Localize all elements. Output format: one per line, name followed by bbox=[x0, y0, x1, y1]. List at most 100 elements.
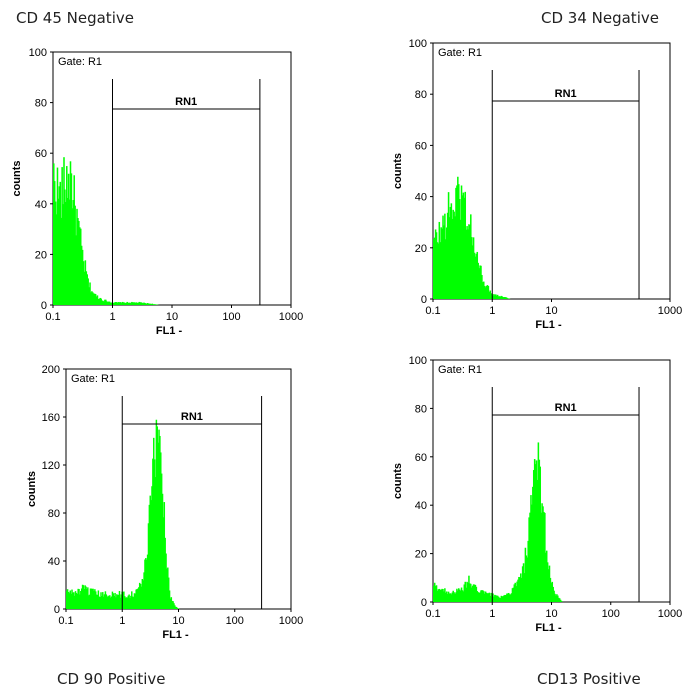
histogram-bar bbox=[88, 594, 91, 609]
histogram-bar bbox=[172, 601, 174, 609]
histogram-bar bbox=[496, 595, 499, 602]
histogram-bar bbox=[109, 597, 112, 609]
histogram-bar bbox=[500, 595, 503, 602]
histogram-bar bbox=[148, 303, 151, 305]
histogram-bar bbox=[485, 285, 488, 299]
histogram-bar bbox=[111, 591, 114, 609]
histogram-bar bbox=[547, 569, 550, 602]
histogram-bar bbox=[154, 304, 156, 305]
histogram-bar bbox=[81, 249, 84, 305]
histogram-bar bbox=[516, 581, 518, 602]
histogram-bar bbox=[489, 290, 491, 299]
histogram-bar bbox=[95, 594, 98, 609]
y-tick-label: 100 bbox=[409, 38, 427, 50]
histogram-bar bbox=[445, 239, 447, 299]
histogram-bar bbox=[462, 192, 465, 299]
histogram-bar bbox=[476, 251, 479, 299]
histogram-bar bbox=[449, 593, 452, 602]
histogram-bar bbox=[70, 173, 73, 305]
histogram-bar bbox=[552, 586, 554, 602]
histogram-bar bbox=[517, 579, 519, 602]
histogram-bar bbox=[58, 186, 61, 305]
histogram-bar bbox=[463, 584, 466, 602]
histogram-bar bbox=[159, 435, 161, 609]
histogram-bar bbox=[469, 583, 471, 602]
histogram-bar bbox=[541, 503, 543, 602]
histogram-bar bbox=[507, 593, 509, 602]
histogram-bar bbox=[165, 553, 167, 609]
histogram-bar bbox=[101, 596, 103, 609]
histogram-bar bbox=[139, 583, 142, 609]
histogram-bar bbox=[433, 237, 436, 299]
histogram-bar bbox=[143, 572, 145, 609]
histogram-bar bbox=[514, 582, 516, 602]
histogram-bar bbox=[496, 294, 499, 299]
histogram-bar bbox=[171, 600, 173, 609]
histogram-bar bbox=[465, 229, 467, 299]
histogram-bar bbox=[441, 228, 443, 299]
histogram-bar bbox=[466, 226, 468, 299]
histogram-bar bbox=[478, 592, 480, 602]
histogram-bar bbox=[160, 452, 162, 609]
histogram-bar bbox=[98, 298, 101, 305]
histogram-bar bbox=[480, 590, 482, 602]
histogram-bar bbox=[433, 238, 435, 299]
histogram-bar bbox=[110, 302, 113, 305]
histogram-bar bbox=[452, 209, 454, 299]
histogram-bar bbox=[112, 302, 115, 305]
y-tick-label: 80 bbox=[415, 89, 427, 101]
marker-label: RN1 bbox=[175, 96, 197, 108]
histogram-bar bbox=[107, 595, 109, 609]
histogram-bar bbox=[524, 547, 527, 602]
y-tick-label: 80 bbox=[35, 98, 47, 110]
histogram-bar bbox=[481, 275, 483, 299]
histogram-bar bbox=[492, 593, 494, 602]
histogram-bar bbox=[464, 581, 467, 602]
histogram-bar bbox=[497, 296, 500, 299]
histogram-bar bbox=[504, 297, 506, 299]
histogram-bar bbox=[144, 559, 146, 609]
histogram-bar bbox=[468, 224, 470, 299]
histogram-bar bbox=[532, 470, 535, 602]
histogram-bar bbox=[131, 591, 133, 609]
histogram-bar bbox=[465, 587, 467, 602]
x-tick-label: 1000 bbox=[658, 608, 682, 620]
histogram-bar bbox=[456, 185, 458, 299]
histogram-bar bbox=[510, 593, 513, 602]
histogram-bar bbox=[107, 301, 110, 305]
histogram-bar bbox=[110, 596, 113, 609]
x-tick-label: 100 bbox=[226, 615, 244, 627]
histogram-bar bbox=[119, 302, 122, 305]
histogram-bar bbox=[499, 598, 502, 602]
histogram-bar bbox=[481, 590, 483, 602]
histogram-bar bbox=[137, 302, 140, 305]
histogram-bar bbox=[167, 577, 170, 609]
histogram-bar bbox=[116, 302, 118, 305]
histogram-bar bbox=[96, 295, 99, 305]
y-axis-label: counts bbox=[26, 471, 38, 507]
histogram-bar bbox=[135, 589, 137, 609]
histogram-bar bbox=[112, 593, 115, 609]
histogram-bar bbox=[443, 225, 445, 299]
x-axis-label: FL1 - bbox=[535, 319, 562, 331]
histogram-bar bbox=[147, 303, 150, 305]
histogram-bars bbox=[53, 157, 160, 305]
histogram-bar bbox=[477, 262, 479, 299]
y-tick-label: 40 bbox=[415, 192, 427, 204]
histogram-bar bbox=[442, 215, 444, 299]
histogram-bar bbox=[490, 293, 492, 299]
histogram-bar bbox=[114, 302, 116, 305]
histogram-bar bbox=[466, 581, 468, 602]
histogram-bar bbox=[153, 304, 155, 305]
histogram-bar bbox=[81, 584, 84, 609]
histogram-bar bbox=[82, 585, 85, 609]
plot-frame bbox=[52, 51, 292, 306]
histogram-bar bbox=[463, 197, 466, 299]
histogram-bar bbox=[545, 552, 547, 602]
histogram-bar bbox=[539, 466, 541, 602]
histogram-bar bbox=[487, 593, 490, 602]
histogram-bars bbox=[66, 419, 180, 609]
histogram-bar bbox=[65, 202, 67, 305]
histogram-bar bbox=[504, 594, 506, 602]
